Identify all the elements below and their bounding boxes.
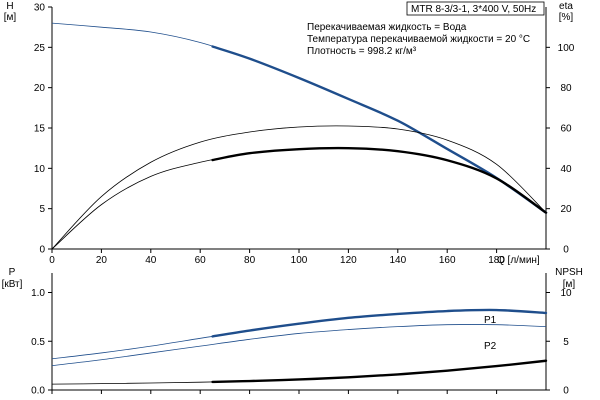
y-tick-label: 0 xyxy=(39,245,45,256)
x-tick-label: 20 xyxy=(96,255,108,266)
y2-tick-label: 20 xyxy=(560,204,572,215)
bottom-curves xyxy=(51,308,548,385)
power-npsh-panel: 0.0 0.5 1.0 0 5 10 P [кВт] NPSH [м] P1 P2 xyxy=(2,267,583,397)
y-tick-label: 10 xyxy=(34,164,46,175)
curve-p2 xyxy=(51,324,547,367)
y-tick-label: 15 xyxy=(34,124,46,135)
y-axis-title-p: P xyxy=(9,267,16,278)
y2-axis-unit-eta: [%] xyxy=(559,12,574,23)
y-axis-unit-p: [кВт] xyxy=(2,279,23,290)
y-tick-label: 0.5 xyxy=(31,337,45,348)
y-tick-label: 0.0 xyxy=(31,386,45,397)
top-curves xyxy=(51,22,548,250)
y2-axis-title-eta: eta xyxy=(559,1,573,12)
x-tick-label: 100 xyxy=(291,255,308,266)
curve-eta-lower-operating-range xyxy=(211,146,548,214)
y2-tick-label: 0 xyxy=(563,386,569,397)
x-tick-label: 0 xyxy=(49,255,55,266)
series-label-p2: P2 xyxy=(484,341,497,352)
y2-tick-label: 100 xyxy=(558,43,575,54)
curve-p1-operating-range xyxy=(211,308,548,338)
temperature-label: Температура перекачиваемой жидкости = 20… xyxy=(307,34,530,45)
y-tick-label: 20 xyxy=(34,83,46,94)
y2-tick-label: 10 xyxy=(560,288,572,299)
x-tick-label: 180 xyxy=(488,255,505,266)
y-tick-label: 30 xyxy=(34,3,46,14)
curve-eta-upper xyxy=(51,125,547,250)
y2-tick-label: 80 xyxy=(560,83,572,94)
x-tick-label: 140 xyxy=(389,255,406,266)
series-label-p1: P1 xyxy=(484,315,497,326)
y-tick-label: 5 xyxy=(39,204,45,215)
y2-tick-label: 60 xyxy=(560,124,572,135)
y2-tick-label: 40 xyxy=(560,164,572,175)
model-box xyxy=(406,1,545,16)
model-label: MTR 8-3/3-1, 3*400 V, 50Hz xyxy=(411,4,536,15)
x-tick-label: 60 xyxy=(195,255,207,266)
density-label: Плотность = 998.2 кг/м³ xyxy=(307,46,417,57)
liquid-label: Перекачиваемая жидкость = Вода xyxy=(307,22,467,33)
y2-tick-label: 0 xyxy=(563,245,569,256)
x-tick-label: 80 xyxy=(244,255,256,266)
head-efficiency-panel: 0 5 10 15 20 25 30 0 20 40 60 80 100 0 20 40 60 80 100 120 1… xyxy=(4,1,575,266)
bottom-ticks: 0.0 0.5 1.0 0 5 10 xyxy=(31,288,572,397)
y2-axis-title-npsh: NPSH xyxy=(555,267,583,278)
y-axis-unit-h: [м] xyxy=(4,12,17,23)
y-tick-label: 25 xyxy=(34,43,46,54)
x-tick-label: 120 xyxy=(340,255,357,266)
top-ticks: 0 5 10 15 20 25 30 0 20 40 60 80 100 0 20 40 60 80 100 120 1… xyxy=(34,3,575,267)
x-tick-label: 160 xyxy=(439,255,456,266)
x-axis-title-q: Q [л/мин] xyxy=(497,255,540,266)
y2-axis-unit-npsh: [м] xyxy=(563,279,576,290)
y2-tick-label: 5 xyxy=(563,337,569,348)
curve-npsh-operating-range xyxy=(211,359,548,384)
x-tick-label: 40 xyxy=(145,255,157,266)
y-tick-label: 1.0 xyxy=(31,288,45,299)
y-axis-title-h: H xyxy=(6,1,13,12)
